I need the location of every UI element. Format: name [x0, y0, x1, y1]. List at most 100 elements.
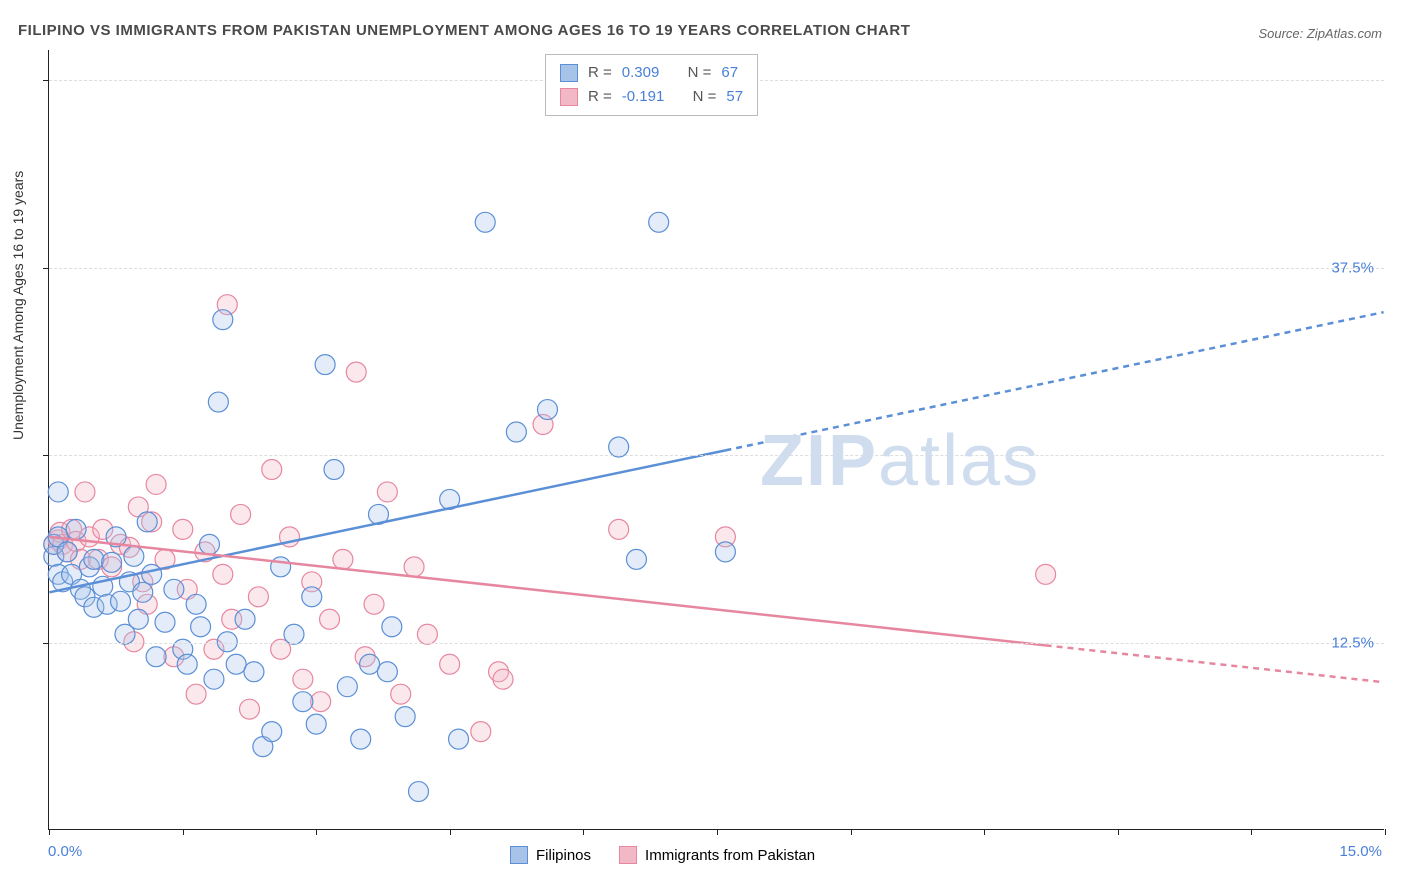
scatter-point — [66, 519, 86, 539]
scatter-point — [231, 504, 251, 524]
scatter-point — [133, 582, 153, 602]
scatter-point — [75, 482, 95, 502]
y-axis-label: Unemployment Among Ages 16 to 19 years — [10, 171, 26, 440]
scatter-point — [173, 519, 193, 539]
x-tick — [183, 829, 184, 835]
y-tick-label: 37.5% — [1331, 259, 1374, 276]
x-tick — [583, 829, 584, 835]
scatter-point — [111, 591, 131, 611]
scatter-point — [649, 212, 669, 232]
scatter-point — [360, 654, 380, 674]
x-tick — [49, 829, 50, 835]
grid-line — [49, 268, 1384, 269]
scatter-point — [271, 557, 291, 577]
scatter-point — [609, 437, 629, 457]
grid-line — [49, 455, 1384, 456]
y-tick — [43, 643, 49, 644]
scatter-point — [395, 707, 415, 727]
stats-row-filipinos: R = 0.309 N = 67 — [560, 61, 743, 85]
scatter-point — [449, 729, 469, 749]
scatter-point — [609, 519, 629, 539]
scatter-point — [311, 692, 331, 712]
scatter-point — [391, 684, 411, 704]
x-axis-max-label: 15.0% — [1339, 843, 1382, 860]
scatter-point — [320, 609, 340, 629]
scatter-point — [417, 624, 437, 644]
x-tick — [450, 829, 451, 835]
scatter-point — [186, 594, 206, 614]
scatter-point — [471, 722, 491, 742]
scatter-point — [191, 617, 211, 637]
scatter-point — [315, 355, 335, 375]
scatter-point — [1036, 564, 1056, 584]
scatter-point — [475, 212, 495, 232]
scatter-point — [262, 459, 282, 479]
scatter-point — [57, 542, 77, 562]
scatter-point — [164, 579, 184, 599]
scatter-point — [137, 512, 157, 532]
scatter-point — [364, 594, 384, 614]
chart-source: Source: ZipAtlas.com — [1258, 26, 1382, 41]
y-tick-label: 12.5% — [1331, 634, 1374, 651]
x-tick — [851, 829, 852, 835]
scatter-point — [382, 617, 402, 637]
scatter-point — [306, 714, 326, 734]
n-label: N = — [693, 85, 717, 109]
swatch-filipinos — [510, 846, 528, 864]
n-value-filipinos: 67 — [721, 61, 738, 85]
scatter-point — [146, 474, 166, 494]
scatter-point — [213, 564, 233, 584]
r-label: R = — [588, 85, 612, 109]
scatter-point — [351, 729, 371, 749]
chart-svg — [49, 50, 1384, 829]
scatter-point — [204, 669, 224, 689]
scatter-point — [262, 722, 282, 742]
x-tick — [1385, 829, 1386, 835]
swatch-pakistan — [560, 88, 578, 106]
scatter-point — [124, 546, 144, 566]
correlation-stats-box: R = 0.309 N = 67 R = -0.191 N = 57 — [545, 54, 758, 116]
scatter-point — [293, 669, 313, 689]
swatch-filipinos — [560, 64, 578, 82]
scatter-point — [84, 549, 104, 569]
scatter-point — [346, 362, 366, 382]
x-axis-min-label: 0.0% — [48, 843, 82, 860]
scatter-point — [186, 684, 206, 704]
scatter-point — [48, 482, 68, 502]
chart-container: FILIPINO VS IMMIGRANTS FROM PAKISTAN UNE… — [0, 0, 1406, 892]
scatter-point — [337, 677, 357, 697]
x-tick — [984, 829, 985, 835]
scatter-point — [244, 662, 264, 682]
legend-label-filipinos: Filipinos — [536, 847, 591, 864]
scatter-point — [293, 692, 313, 712]
scatter-point — [177, 654, 197, 674]
r-label: R = — [588, 61, 612, 85]
scatter-point — [102, 552, 122, 572]
legend-item-pakistan: Immigrants from Pakistan — [619, 846, 815, 864]
legend-item-filipinos: Filipinos — [510, 846, 591, 864]
scatter-point — [493, 669, 513, 689]
scatter-point — [333, 549, 353, 569]
stats-row-pakistan: R = -0.191 N = 57 — [560, 85, 743, 109]
scatter-point — [208, 392, 228, 412]
scatter-point — [506, 422, 526, 442]
legend-label-pakistan: Immigrants from Pakistan — [645, 847, 815, 864]
scatter-point — [128, 609, 148, 629]
scatter-point — [213, 310, 233, 330]
x-tick — [1118, 829, 1119, 835]
scatter-point — [240, 699, 260, 719]
r-value-pakistan: -0.191 — [622, 85, 665, 109]
scatter-point — [146, 647, 166, 667]
scatter-point — [235, 609, 255, 629]
scatter-point — [142, 564, 162, 584]
x-tick — [316, 829, 317, 835]
y-tick — [43, 80, 49, 81]
scatter-point — [302, 587, 322, 607]
scatter-point — [248, 587, 268, 607]
scatter-point — [324, 459, 344, 479]
grid-line — [49, 643, 1384, 644]
x-tick — [717, 829, 718, 835]
x-tick — [1251, 829, 1252, 835]
scatter-point — [715, 542, 735, 562]
scatter-point — [226, 654, 246, 674]
